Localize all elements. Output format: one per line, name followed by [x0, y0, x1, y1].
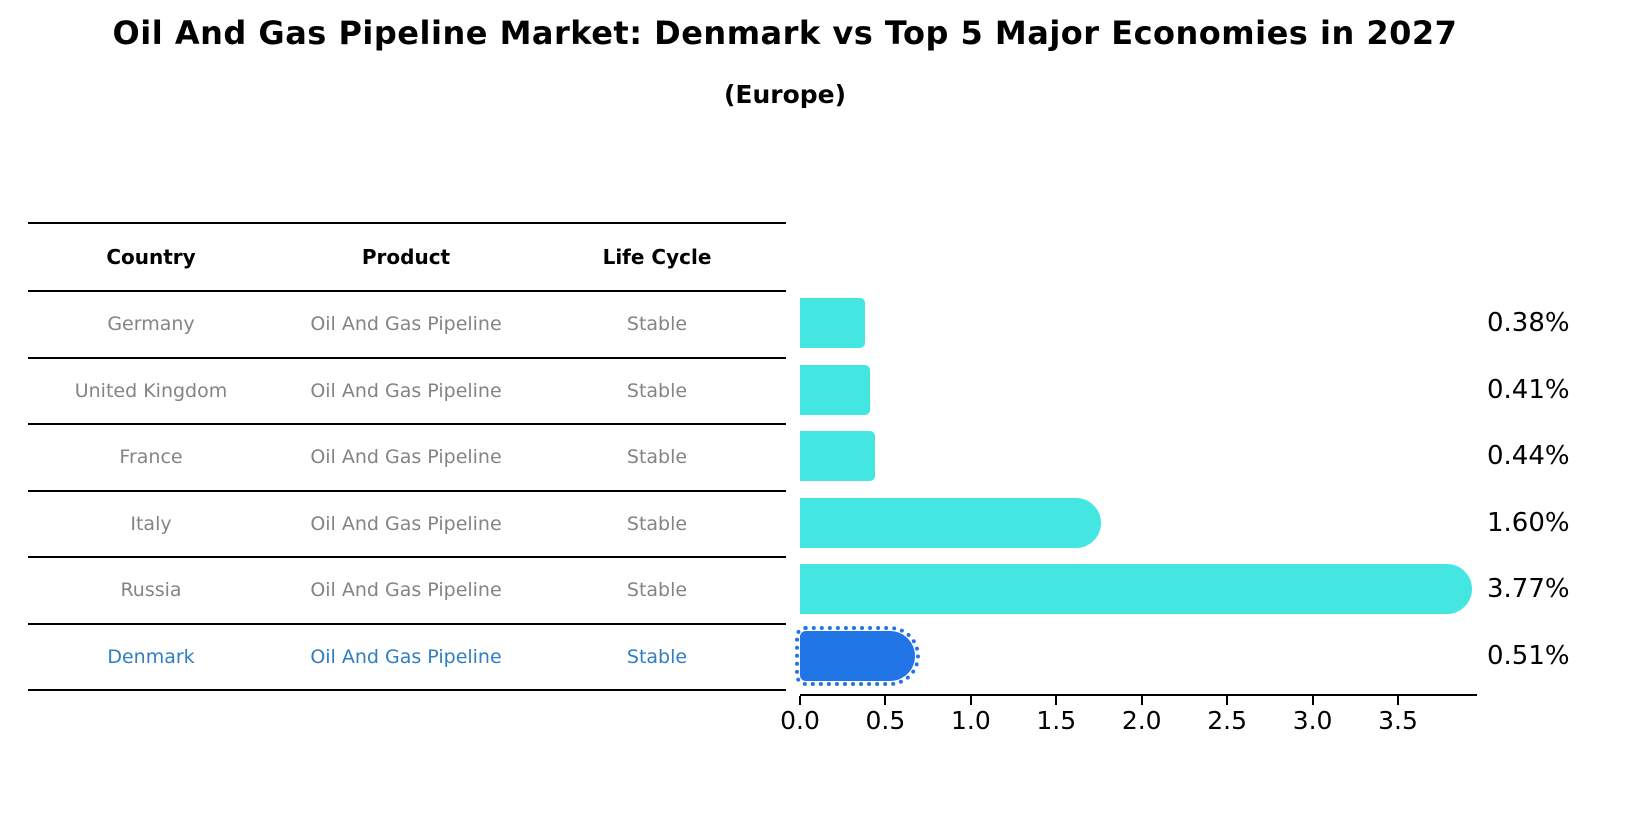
country-table: Country Product Life Cycle Germany Oil And G…: [28, 222, 786, 691]
table-cell-product: Oil And Gas Pipeline: [310, 446, 502, 469]
table-row: Italy Oil And Gas Pipeline Stable: [28, 489, 786, 557]
x-tick-label: 3.5: [1378, 706, 1418, 735]
x-tick-label: 1.0: [950, 706, 991, 735]
table-cell-country: Denmark: [107, 645, 195, 668]
table-row: Germany Oil And Gas Pipeline Stable: [28, 290, 786, 357]
bar-denmark: [794, 625, 921, 686]
bar-united-kingdom: [800, 364, 871, 415]
table-row: Denmark Oil And Gas Pipeline Stable: [28, 622, 786, 690]
bar-russia: [800, 564, 1473, 615]
chart-subtitle: (Europe): [723, 80, 847, 109]
bar-italy: [800, 497, 1102, 548]
x-tick: [969, 696, 972, 705]
table-header-row: Country Product Life Cycle: [28, 222, 786, 290]
table-cell-country: France: [119, 446, 183, 469]
x-tick-label: 2.5: [1207, 706, 1248, 735]
bar-germany: [800, 298, 865, 349]
x-tick: [1140, 696, 1143, 705]
bar-value-label: 0.38%: [1487, 308, 1570, 339]
bar-value-label: 1.60%: [1487, 507, 1570, 538]
x-tick-label: 0.0: [780, 706, 820, 735]
table-cell-product: Oil And Gas Pipeline: [310, 313, 502, 336]
x-tick-label: 0.5: [865, 706, 906, 735]
x-tick: [1397, 696, 1399, 705]
table-cell-product: Oil And Gas Pipeline: [310, 645, 502, 668]
table-row: France Oil And Gas Pipeline Stable: [28, 423, 786, 490]
x-tick-label: 1.5: [1036, 706, 1077, 735]
column-header: Country: [106, 245, 196, 269]
x-tick-label: 2.0: [1121, 706, 1162, 735]
table-cell-life-cycle: Stable: [626, 379, 688, 402]
x-tick: [1311, 696, 1314, 705]
column-header: Product: [361, 245, 451, 269]
x-tick-label: 3.0: [1292, 706, 1333, 735]
table-cell-life-cycle: Stable: [626, 512, 688, 535]
bar-value-label: 0.51%: [1487, 640, 1570, 671]
bar-france: [800, 431, 876, 482]
bar-value-label: 3.77%: [1487, 574, 1570, 605]
table-cell-country: United Kingdom: [74, 379, 228, 402]
table-cell-country: Russia: [120, 579, 182, 602]
table-cell-life-cycle: Stable: [626, 645, 688, 668]
x-tick: [884, 696, 887, 705]
x-tick: [1226, 696, 1229, 705]
table-cell-product: Oil And Gas Pipeline: [310, 579, 502, 602]
table-cell-life-cycle: Stable: [626, 313, 688, 336]
bar-value-label: 0.41%: [1487, 374, 1570, 405]
column-header: Life Cycle: [602, 245, 712, 269]
table-cell-life-cycle: Stable: [626, 579, 688, 602]
table-row: United Kingdom Oil And Gas Pipeline Stable: [28, 356, 786, 424]
x-axis-line: [800, 694, 1478, 696]
table-row: Russia Oil And Gas Pipeline Stable: [28, 556, 786, 623]
table-cell-life-cycle: Stable: [626, 446, 688, 469]
x-tick: [1055, 696, 1058, 705]
table-cell-country: Italy: [130, 512, 172, 535]
x-tick: [799, 696, 801, 705]
table-cell-product: Oil And Gas Pipeline: [310, 379, 502, 402]
bar-value-label: 0.44%: [1487, 441, 1570, 472]
chart-title: Oil And Gas Pipeline Market: Denmark vs …: [112, 14, 1458, 52]
table-cell-product: Oil And Gas Pipeline: [310, 512, 502, 535]
table-cell-country: Germany: [107, 313, 195, 336]
